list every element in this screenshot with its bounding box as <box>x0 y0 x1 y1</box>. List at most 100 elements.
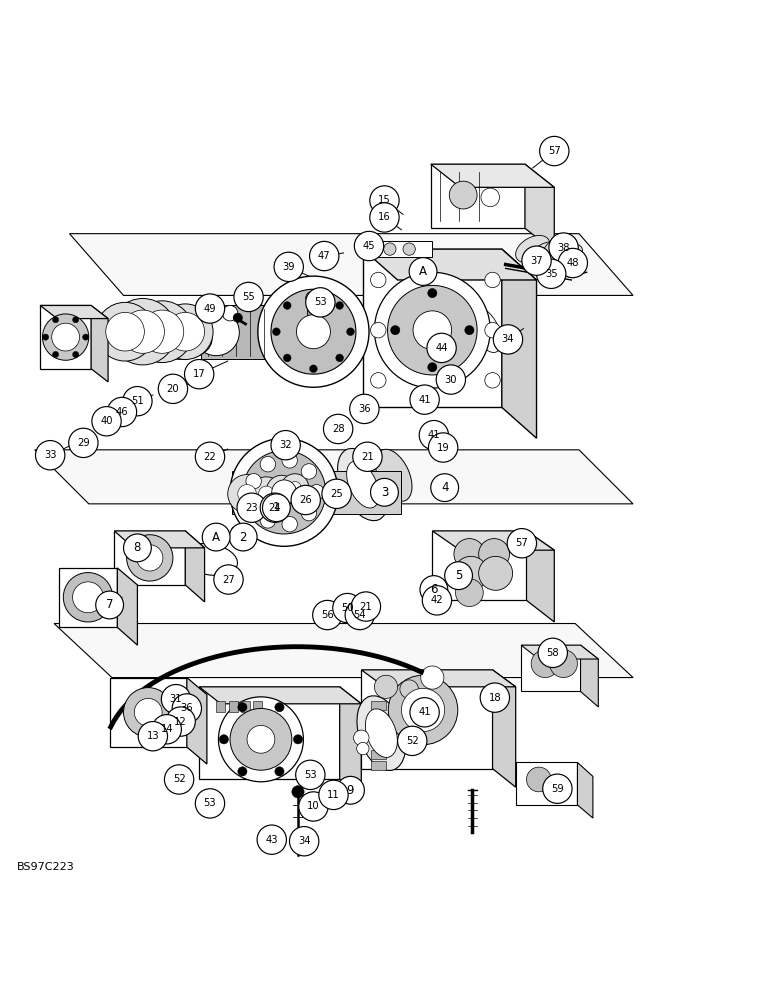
Circle shape <box>229 523 257 551</box>
Circle shape <box>428 433 458 462</box>
Circle shape <box>549 233 578 262</box>
Text: 41: 41 <box>418 707 431 717</box>
Circle shape <box>333 593 362 623</box>
Circle shape <box>52 323 80 351</box>
Circle shape <box>234 282 263 312</box>
Circle shape <box>152 715 181 744</box>
Circle shape <box>73 351 79 358</box>
Circle shape <box>283 354 291 362</box>
Circle shape <box>185 359 214 389</box>
Circle shape <box>454 539 485 569</box>
Text: 57: 57 <box>548 146 560 156</box>
Circle shape <box>301 505 317 521</box>
Text: 19: 19 <box>437 443 449 453</box>
Polygon shape <box>40 305 91 369</box>
Circle shape <box>96 302 154 361</box>
Text: 28: 28 <box>332 424 344 434</box>
Circle shape <box>141 310 184 353</box>
Circle shape <box>219 735 229 744</box>
Polygon shape <box>493 670 516 787</box>
Circle shape <box>124 534 151 562</box>
Circle shape <box>193 309 239 356</box>
Circle shape <box>107 397 137 427</box>
Ellipse shape <box>375 449 412 501</box>
Text: 39: 39 <box>283 262 295 272</box>
Polygon shape <box>114 531 205 548</box>
Circle shape <box>246 496 262 511</box>
Circle shape <box>384 243 396 255</box>
Polygon shape <box>91 305 108 382</box>
Circle shape <box>422 586 452 615</box>
Circle shape <box>166 312 205 351</box>
Text: 20: 20 <box>167 384 179 394</box>
Circle shape <box>391 326 400 335</box>
Circle shape <box>290 827 319 856</box>
Circle shape <box>465 326 474 335</box>
Text: 56: 56 <box>321 610 334 620</box>
Circle shape <box>296 315 330 349</box>
Text: 46: 46 <box>116 407 128 417</box>
Circle shape <box>259 486 274 502</box>
Circle shape <box>262 494 290 522</box>
Polygon shape <box>431 164 525 228</box>
Circle shape <box>273 328 280 336</box>
Circle shape <box>63 573 113 622</box>
Ellipse shape <box>462 296 510 364</box>
Circle shape <box>293 735 303 744</box>
Text: 35: 35 <box>545 269 557 279</box>
Ellipse shape <box>557 244 583 265</box>
Circle shape <box>238 767 247 776</box>
Circle shape <box>454 556 488 590</box>
Circle shape <box>106 312 144 351</box>
Circle shape <box>371 373 386 388</box>
Circle shape <box>351 592 381 621</box>
Circle shape <box>158 374 188 403</box>
Text: 51: 51 <box>131 396 144 406</box>
Circle shape <box>543 774 572 803</box>
Circle shape <box>42 334 49 340</box>
Ellipse shape <box>182 543 238 575</box>
Text: 32: 32 <box>279 440 292 450</box>
Circle shape <box>69 428 98 458</box>
Text: 24: 24 <box>269 503 281 513</box>
Text: 44: 44 <box>435 343 448 353</box>
Ellipse shape <box>365 709 398 757</box>
Circle shape <box>195 789 225 818</box>
Circle shape <box>310 365 317 373</box>
Circle shape <box>445 562 472 590</box>
Circle shape <box>347 328 354 336</box>
Circle shape <box>371 272 386 288</box>
Circle shape <box>301 464 317 479</box>
Polygon shape <box>199 687 361 704</box>
Circle shape <box>357 742 369 755</box>
Text: A: A <box>419 265 427 278</box>
Text: 9: 9 <box>347 784 354 797</box>
Polygon shape <box>54 624 633 678</box>
Text: 42: 42 <box>431 595 443 605</box>
Circle shape <box>92 407 121 436</box>
Polygon shape <box>201 305 309 359</box>
Circle shape <box>230 438 338 546</box>
Circle shape <box>274 252 303 282</box>
Circle shape <box>310 241 339 271</box>
Polygon shape <box>361 670 493 769</box>
Circle shape <box>507 529 537 558</box>
Polygon shape <box>371 725 386 735</box>
Text: 53: 53 <box>204 798 216 808</box>
Text: 36: 36 <box>358 404 371 414</box>
Polygon shape <box>187 678 207 764</box>
Circle shape <box>214 565 243 594</box>
Text: 27: 27 <box>222 575 235 585</box>
Circle shape <box>137 545 163 571</box>
Circle shape <box>228 475 266 513</box>
Circle shape <box>291 485 320 515</box>
Circle shape <box>431 474 459 502</box>
Circle shape <box>313 600 342 630</box>
Circle shape <box>371 478 398 506</box>
Circle shape <box>249 477 283 511</box>
Circle shape <box>230 708 292 770</box>
Circle shape <box>73 317 79 323</box>
Circle shape <box>266 475 297 506</box>
Circle shape <box>398 726 427 756</box>
Text: 47: 47 <box>318 251 330 261</box>
